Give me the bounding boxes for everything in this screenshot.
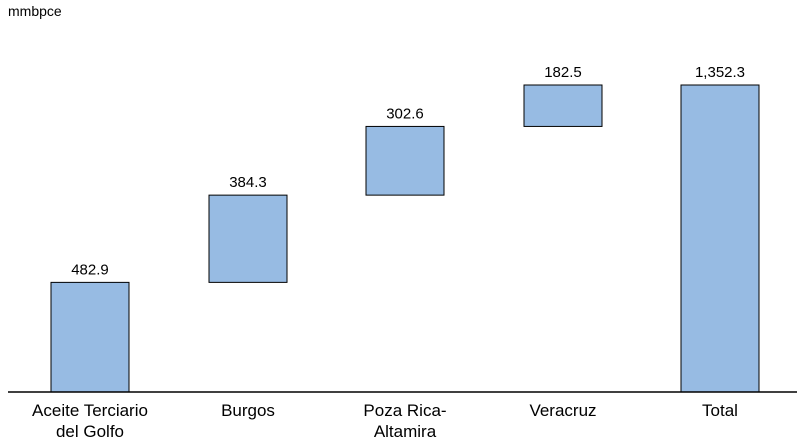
value-label-1: 384.3 <box>229 174 267 191</box>
value-label-0: 482.9 <box>71 261 109 278</box>
bar-4 <box>680 84 760 393</box>
bars-group <box>50 84 760 393</box>
category-label-3-line-0: Veracruz <box>529 401 596 420</box>
bar-2 <box>365 125 445 196</box>
category-label-2: Poza Rica- Altamira <box>363 401 446 441</box>
bar-3 <box>523 84 603 127</box>
category-label-1: Burgos <box>221 401 275 420</box>
bar-1 <box>208 194 288 283</box>
category-label-2-line-1: Altamira <box>374 422 437 441</box>
category-labels-group: Aceite Terciario del Golfo Burgos Poza Rica… <box>32 401 738 441</box>
unit-label: mmbpce <box>8 3 62 19</box>
category-label-4-line-0: Total <box>702 401 738 420</box>
category-label-0-line-1: del Golfo <box>56 422 124 441</box>
category-label-3: Veracruz <box>529 401 596 420</box>
category-label-0: Aceite Terciario del Golfo <box>32 401 148 441</box>
bar-0 <box>50 281 130 393</box>
value-label-2: 302.6 <box>386 105 424 122</box>
value-label-3: 182.5 <box>544 64 582 81</box>
category-label-4: Total <box>702 401 738 420</box>
category-label-2-line-0: Poza Rica- <box>363 401 446 420</box>
category-label-1-line-0: Burgos <box>221 401 275 420</box>
value-labels-group: 482.9 384.3 302.6 182.5 1,352.3 <box>71 64 745 278</box>
value-label-4: 1,352.3 <box>695 64 745 81</box>
category-label-0-line-0: Aceite Terciario <box>32 401 148 420</box>
